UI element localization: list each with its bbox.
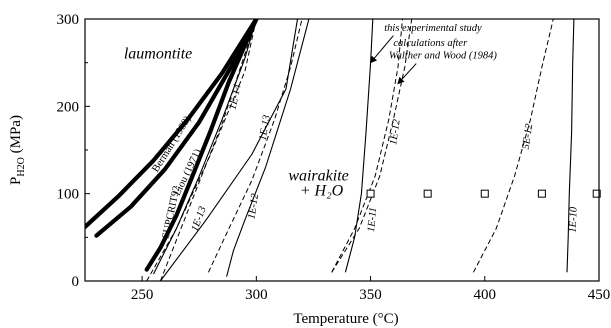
isopleth-label: 1E-14 bbox=[228, 83, 244, 111]
isopleth-label: 1E-13 bbox=[258, 114, 273, 141]
plot-clip-group bbox=[85, 19, 575, 281]
isopleth-label: 1E-13 bbox=[190, 205, 209, 233]
annotation-note1: this experimental study bbox=[384, 23, 482, 34]
calculated-isopleth-line bbox=[146, 19, 257, 281]
y-axis-label: PH2O (MPa) bbox=[8, 115, 27, 185]
calculated-isopleth-line bbox=[331, 19, 403, 273]
phase-boundary-line bbox=[94, 19, 259, 238]
experimental-isopleth-line bbox=[566, 19, 575, 273]
x-tick-label: 350 bbox=[359, 287, 382, 303]
axes: 250 300 350 400 450 0 100 200 300 bbox=[57, 12, 611, 303]
phase-boundary-line bbox=[144, 19, 259, 272]
annotation-note3: Walther and Wood (1984) bbox=[389, 50, 498, 61]
calculated-isopleth-line bbox=[207, 19, 303, 273]
calculated-isopleth-line bbox=[159, 19, 257, 281]
region-label-wairakite2: + H₂O bbox=[300, 182, 344, 199]
annotation-arrow bbox=[369, 35, 394, 64]
experimental-isopleth-line bbox=[153, 19, 257, 275]
annotation-note2: calculations after bbox=[393, 38, 468, 49]
x-tick-label: 250 bbox=[131, 287, 154, 303]
experiment-marker bbox=[537, 189, 546, 198]
isopleth-label: 1E-10 bbox=[568, 206, 580, 233]
isopleth-label: 5E-12 bbox=[521, 122, 536, 150]
x-tick-label: 450 bbox=[588, 287, 611, 303]
isopleth-label: 1E-11 bbox=[366, 207, 379, 233]
experimental-isopleth-line bbox=[226, 19, 310, 277]
y-tick-label: 100 bbox=[57, 187, 80, 203]
x-axis-label: Temperature (°C) bbox=[293, 311, 398, 327]
region-label-wairakite1: wairakite bbox=[288, 168, 348, 185]
experiment-marker bbox=[480, 189, 489, 198]
y-tick-label: 300 bbox=[57, 12, 80, 28]
x-tick-label: 300 bbox=[245, 287, 268, 303]
experiment-marker bbox=[592, 189, 601, 198]
phase-boundary-line bbox=[85, 19, 259, 229]
experiment-marker bbox=[366, 189, 375, 198]
experiment-marker bbox=[423, 189, 432, 198]
experimental-isopleth-line bbox=[344, 19, 374, 273]
plot-area: Berman (1988)Liou (1971)SUPCRIT921E-141E… bbox=[85, 19, 601, 281]
calculated-isopleth-line bbox=[472, 19, 554, 273]
experimental-isopleth-line bbox=[159, 19, 299, 281]
y-tick-label: 200 bbox=[57, 99, 80, 115]
y-tick-label: 0 bbox=[72, 274, 80, 290]
isopleth-label: 1E-12 bbox=[247, 192, 262, 220]
annotation-arrow bbox=[397, 63, 417, 85]
x-tick-label: 400 bbox=[474, 287, 497, 303]
isopleth-label: 1E-12 bbox=[388, 118, 403, 146]
region-label-laumontite: laumontite bbox=[124, 45, 192, 62]
